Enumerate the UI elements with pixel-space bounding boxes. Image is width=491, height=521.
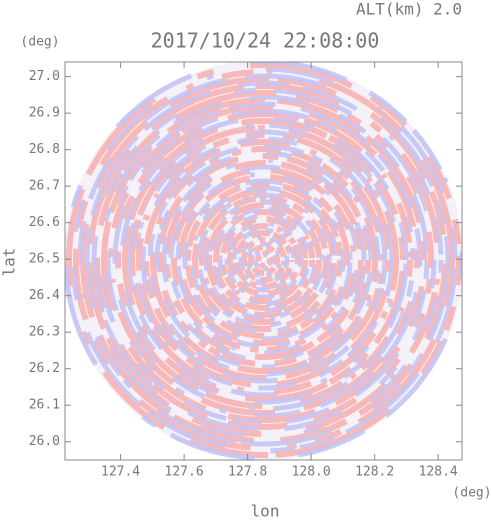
ring — [150, 146, 378, 374]
ring — [129, 125, 399, 395]
ring — [94, 90, 434, 430]
ring — [140, 136, 388, 384]
chart-title: 2017/10/24 22:08:00 — [151, 29, 380, 53]
ring — [154, 150, 374, 370]
ring — [73, 69, 455, 451]
ring — [80, 76, 448, 444]
ring — [133, 129, 395, 391]
ring — [122, 118, 406, 402]
ring — [238, 234, 290, 286]
ring — [147, 143, 381, 377]
x-tick-label: 127.4 — [101, 465, 140, 480]
ring — [252, 248, 276, 272]
ring — [248, 244, 280, 276]
ring — [77, 73, 451, 447]
ring — [161, 157, 367, 363]
ring — [168, 164, 360, 356]
x-tick-label: 127.6 — [165, 465, 204, 480]
ring — [157, 153, 371, 367]
ring — [231, 227, 297, 293]
y-tick-label: 26.2 — [29, 361, 60, 376]
ring — [220, 216, 308, 304]
ring — [119, 115, 409, 405]
ring — [115, 111, 413, 409]
ring — [171, 167, 357, 353]
ring — [98, 94, 430, 426]
ring — [105, 101, 423, 419]
y-tick-label: 26.4 — [29, 288, 60, 303]
ring — [189, 185, 339, 335]
radar-field — [65, 62, 462, 460]
ring — [112, 108, 416, 412]
ring — [192, 188, 336, 332]
ring — [66, 62, 462, 458]
ring — [227, 223, 301, 297]
y-axis-label: lat — [0, 248, 19, 277]
ring — [241, 237, 287, 283]
ring — [91, 87, 437, 433]
y-tick-label: 26.5 — [29, 252, 60, 267]
ring — [245, 241, 283, 279]
ring — [206, 202, 322, 318]
ring — [255, 251, 273, 269]
ring — [84, 80, 444, 440]
ring — [126, 122, 402, 398]
x-tick-label: 127.8 — [228, 465, 267, 480]
ring — [108, 104, 420, 416]
ring — [203, 199, 325, 321]
ring — [143, 139, 385, 381]
ring — [185, 181, 343, 339]
ring — [87, 83, 441, 437]
y-tick-label: 26.0 — [29, 434, 60, 449]
ring — [213, 209, 315, 311]
x-tick-label: 128.0 — [292, 465, 331, 480]
y-tick-label: 26.6 — [29, 215, 60, 230]
ring — [175, 171, 353, 349]
y-tick-label: 26.1 — [29, 398, 60, 413]
ring — [224, 220, 304, 300]
y-tick-label: 26.8 — [29, 142, 60, 157]
y-tick-label: 26.3 — [29, 325, 60, 340]
ring — [182, 178, 346, 342]
x-tick-label: 128.2 — [355, 465, 394, 480]
plot-frame — [64, 61, 463, 461]
ring — [178, 174, 350, 346]
ring — [101, 97, 427, 423]
y-unit: (deg) — [20, 35, 59, 50]
subtitle: ALT(km) 2.0 — [356, 0, 462, 19]
ring — [217, 213, 311, 307]
y-tick-label: 26.9 — [29, 106, 60, 121]
ring — [70, 66, 458, 454]
x-unit: (deg) — [452, 486, 491, 501]
x-axis-label: lon — [251, 502, 280, 521]
ring — [164, 160, 364, 360]
ring — [234, 230, 294, 290]
ring — [196, 192, 332, 328]
x-tick-label: 128.4 — [419, 465, 458, 480]
ring — [199, 195, 329, 325]
y-tick-label: 27.0 — [29, 69, 60, 84]
ring — [136, 132, 392, 388]
y-tick-label: 26.7 — [29, 179, 60, 194]
rings — [65, 62, 462, 460]
